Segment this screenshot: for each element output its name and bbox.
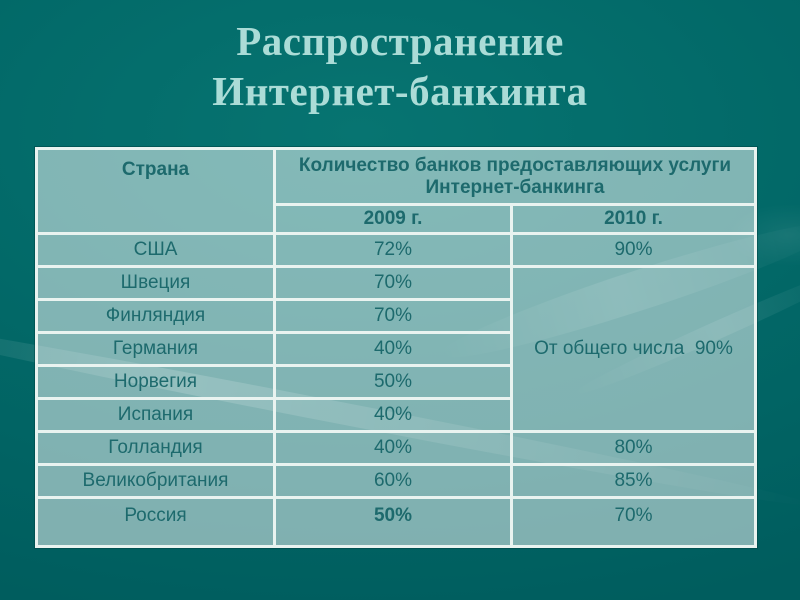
country-cell: Испания [35,397,276,433]
column-header-2010: 2010 г. [510,203,757,235]
value-2010-cell: 80% [510,430,757,466]
country-cell: Германия [35,331,276,367]
column-header-country: Страна [35,147,276,235]
column-header-2009: 2009 г. [273,203,513,235]
table-row-holland: Голландия 40% 80% [35,430,757,466]
slide-title: Распространение Интернет-банкинга [0,16,800,117]
slide-title-line-2: Интернет-банкинга [212,68,588,115]
table-row-sweden: Швеция 70% От общего числа 90% [35,265,757,433]
table-row-norway: Норвегия 50% [35,364,756,400]
merged-note-cell: От общего числа 90% [510,265,757,433]
value-2009-cell: 40% [273,331,513,367]
value-2010-cell: 85% [510,463,757,499]
value-2010-cell: 90% [510,232,757,268]
slide-title-line-1: Распространение [236,18,564,64]
country-cell: США [35,232,276,268]
value-2009-cell: 70% [273,298,513,334]
value-2009-cell: 50% [273,496,513,548]
value-2009-cell: 40% [273,430,513,466]
value-2009-cell: 60% [273,463,513,499]
table-row-spain: Испания 40% [35,397,756,433]
country-cell: Швеция [35,265,276,301]
country-cell: Голландия [35,430,276,466]
country-cell: Великобритания [35,463,276,499]
table-header-row: Страна Количество банков предоставляющих… [35,147,757,235]
table-row-germany: Германия 40% [35,331,756,367]
value-2009-cell: 50% [273,364,513,400]
table-row-finland: Финляндия 70% [35,298,756,334]
country-cell: Финляндия [35,298,276,334]
value-2009-cell: 70% [273,265,513,301]
value-2010-cell: 70% [510,496,757,548]
table-row-uk: Великобритания 60% 85% [35,463,757,499]
table-row-russia: Россия 50% 70% [35,496,757,548]
table-subheader-row: 2009 г. 2010 г. [37,203,757,235]
country-cell: Норвегия [35,364,276,400]
column-header-banks: Количество банков предоставляющих услуги… [273,147,757,206]
country-cell: Россия [35,496,276,548]
value-2009-cell: 72% [273,232,513,268]
internet-banking-table: Страна Количество банков предоставляющих… [34,146,758,549]
table-row-usa: США 72% 90% [35,232,757,268]
value-2009-cell: 40% [273,397,513,433]
